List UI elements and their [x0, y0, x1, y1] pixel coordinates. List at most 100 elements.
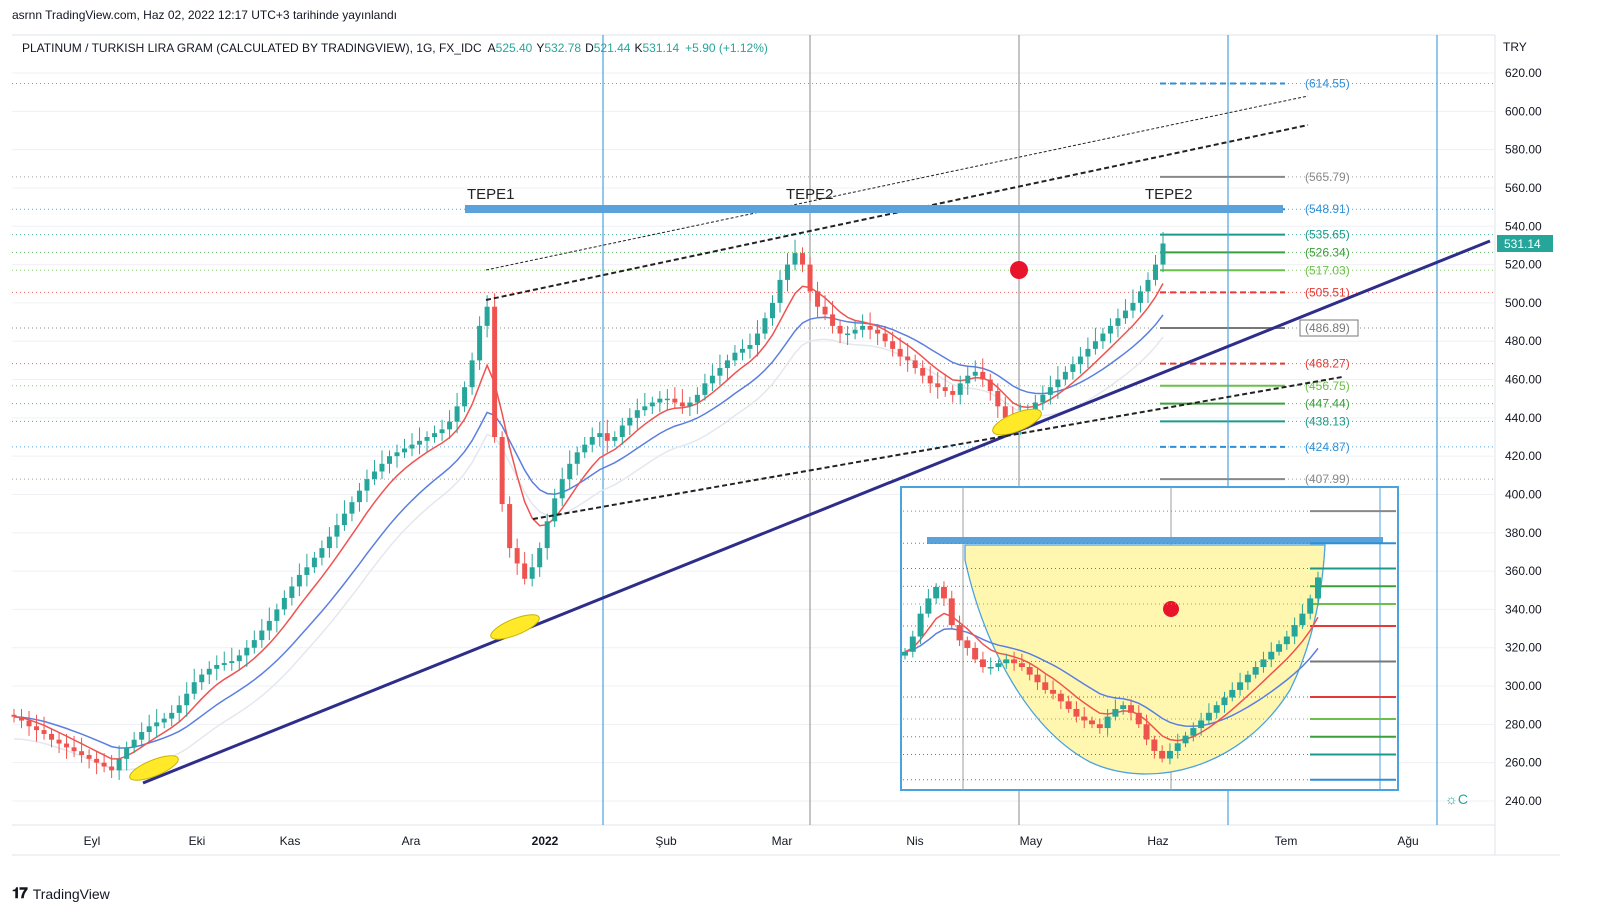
red-dot-marker: [1010, 261, 1028, 279]
y-tick-label: 440.00: [1505, 411, 1542, 425]
inset-candle-body: [909, 636, 916, 652]
candle-body: [777, 279, 783, 303]
candle-body: [664, 398, 670, 401]
x-tick-label: Ara: [402, 834, 421, 848]
candle-body: [206, 668, 212, 675]
inset-candle-body: [1221, 697, 1228, 706]
candle-body: [49, 733, 55, 740]
inset-candle-body: [902, 651, 908, 656]
inset-candle-body: [1268, 651, 1275, 660]
candle-body: [274, 609, 280, 621]
candle-body: [1040, 394, 1046, 403]
candle-body: [139, 732, 145, 740]
candle-body: [597, 433, 603, 437]
candle-body: [507, 504, 513, 549]
candle-body: [259, 630, 265, 641]
inset-candle-body: [1244, 674, 1251, 683]
candle-body: [589, 437, 595, 445]
candle-body: [785, 264, 791, 280]
support-touch-markers: [129, 408, 1042, 781]
candle-body: [469, 360, 475, 388]
candle-body: [432, 433, 438, 437]
inset-candle-body: [1120, 705, 1127, 709]
candle-body: [492, 306, 498, 437]
candle-body: [221, 663, 227, 665]
fib-level-label: (517.03): [1305, 263, 1350, 277]
inset-candle-body: [1042, 682, 1049, 690]
inset-candle-body: [948, 598, 955, 626]
candle-body: [251, 640, 257, 648]
inset-candle-body: [1104, 716, 1111, 729]
trend-lines: [142, 95, 1491, 785]
y-tick-label: 420.00: [1505, 449, 1542, 463]
fib-level-label: (486.89): [1305, 321, 1350, 335]
candle-body: [739, 348, 745, 353]
candle-body: [905, 356, 911, 361]
candle-body: [1145, 279, 1151, 292]
svg-text:531.14: 531.14: [1504, 237, 1541, 251]
x-tick-label: Eki: [189, 834, 206, 848]
candle-body: [792, 253, 798, 265]
inset-candle-body: [1073, 708, 1080, 717]
candle-body: [409, 444, 415, 449]
inset-candle-body: [1205, 712, 1212, 721]
ema-long-line: [13, 336, 1164, 771]
candle-body: [702, 383, 708, 395]
fib-level-label: (565.79): [1305, 170, 1350, 184]
inset-candle-body: [1096, 724, 1103, 729]
candle-body: [394, 452, 400, 457]
candle-body: [987, 379, 993, 392]
inset-candle-body: [1182, 735, 1189, 744]
chart-frame: [12, 34, 1560, 856]
y-tick-label: 620.00: [1505, 66, 1542, 80]
candle-body: [236, 655, 242, 662]
inset-candle-body: [1159, 750, 1166, 759]
annotation-tepe1: TEPE1: [467, 186, 515, 203]
candle-body: [694, 394, 700, 403]
resistance-zone: [465, 205, 1283, 213]
candle-body: [800, 253, 806, 265]
inset-candle-body: [1151, 739, 1158, 751]
candle-body: [1115, 318, 1121, 326]
inset-candle-body: [1112, 708, 1119, 717]
candle-body: [852, 329, 858, 334]
ema-fast-line: [13, 283, 1164, 760]
candle-body: [311, 557, 317, 568]
inset-candle-body: [1213, 705, 1220, 713]
candle-body: [1085, 348, 1091, 357]
fib-level-label: (535.65): [1305, 228, 1350, 242]
candle-body: [657, 398, 663, 403]
inset-candle-body: [1190, 728, 1197, 736]
candle-body: [1047, 387, 1053, 395]
price-axis: 620.00 600.00 580.00 560.00 540.00 520.00 500.…: [1505, 66, 1542, 808]
candle-body: [199, 674, 205, 683]
candle-body: [965, 375, 971, 384]
moving-averages: [13, 283, 1164, 771]
inset-candle-body: [1276, 644, 1283, 652]
candle-body: [1100, 333, 1106, 342]
candle-body: [1122, 310, 1128, 319]
inset-candle-body: [1127, 705, 1134, 713]
inset-candle-body: [1050, 689, 1057, 694]
fib-level-label: (548.91): [1305, 202, 1350, 216]
inset-candle-body: [1291, 625, 1298, 637]
candle-body: [754, 333, 760, 346]
x-tick-label: Kas: [280, 834, 301, 848]
inset-candle-body: [1143, 724, 1150, 740]
candle-body: [109, 766, 115, 771]
x-tick-label: Haz: [1147, 834, 1168, 848]
inset-candle-body: [1237, 682, 1244, 690]
candle-body: [34, 726, 40, 731]
candle-body: [642, 406, 648, 411]
inset-candle-body: [1018, 663, 1025, 668]
candle-body: [724, 360, 730, 369]
y-tick-label: 280.00: [1505, 717, 1542, 731]
candle-body: [529, 567, 535, 579]
candle-body: [822, 306, 828, 315]
fib-level-label: (456.75): [1305, 379, 1350, 393]
settings-icon[interactable]: ☼C: [1445, 791, 1468, 807]
tradingview-brand: 𝟏𝟕 TradingView: [12, 885, 110, 902]
x-tick-label: Nis: [906, 834, 923, 848]
candle-body: [116, 758, 122, 771]
